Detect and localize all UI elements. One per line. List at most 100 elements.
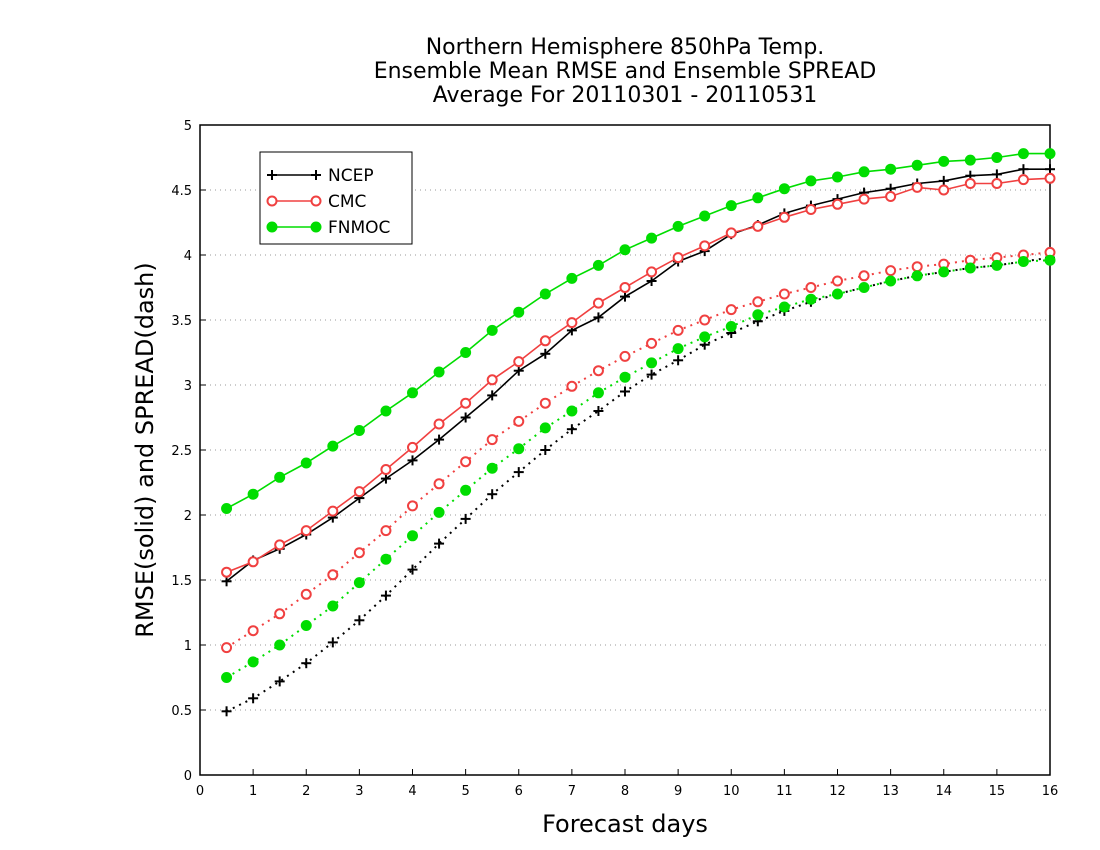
x-tick-label: 8 bbox=[621, 784, 629, 799]
data-point bbox=[620, 386, 630, 397]
data-point bbox=[991, 152, 1003, 163]
data-point bbox=[1044, 148, 1056, 160]
data-point bbox=[592, 297, 604, 309]
data-point bbox=[221, 706, 232, 717]
legend-label-cmc: CMC bbox=[328, 192, 366, 212]
x-tick-label: 11 bbox=[776, 784, 793, 799]
data-point bbox=[619, 244, 631, 256]
data-point bbox=[1017, 256, 1029, 267]
data-point bbox=[460, 484, 472, 496]
data-point bbox=[725, 200, 737, 212]
x-tick-label: 1 bbox=[249, 784, 257, 799]
x-tick-label: 14 bbox=[935, 784, 952, 799]
data-point bbox=[460, 347, 472, 358]
data-point bbox=[832, 198, 843, 210]
data-point bbox=[858, 193, 870, 205]
data-point bbox=[778, 211, 790, 223]
data-point bbox=[699, 331, 711, 343]
data-point bbox=[911, 159, 923, 171]
data-point bbox=[566, 405, 578, 417]
data-point bbox=[353, 425, 365, 436]
x-tick-label: 7 bbox=[568, 784, 576, 799]
legend-marker bbox=[266, 221, 278, 233]
data-point bbox=[566, 424, 577, 435]
title-line-1: Northern Hemisphere 850hPa Temp. bbox=[425, 35, 825, 60]
data-point bbox=[938, 155, 950, 167]
data-point bbox=[964, 178, 976, 189]
y-tick-label: 3.5 bbox=[171, 314, 192, 329]
data-point bbox=[407, 530, 418, 542]
data-point bbox=[646, 337, 658, 349]
y-tick-label: 3 bbox=[184, 379, 192, 394]
data-point bbox=[433, 506, 445, 518]
data-point bbox=[778, 183, 790, 195]
series-line-cmc-spread bbox=[226, 251, 1051, 649]
data-point bbox=[486, 324, 498, 336]
x-tick-label: 16 bbox=[1042, 784, 1059, 799]
data-point bbox=[1018, 164, 1029, 175]
data-point bbox=[513, 467, 524, 478]
data-point bbox=[274, 639, 286, 651]
data-point bbox=[832, 275, 843, 287]
data-point bbox=[911, 270, 923, 282]
data-point bbox=[274, 676, 285, 687]
data-point bbox=[247, 656, 259, 668]
data-point bbox=[434, 538, 445, 549]
data-point bbox=[221, 642, 233, 654]
data-point bbox=[513, 306, 525, 318]
series-line-fnmoc-spread bbox=[226, 259, 1051, 679]
data-point bbox=[592, 365, 604, 377]
data-point bbox=[486, 434, 498, 446]
data-point bbox=[487, 390, 498, 401]
data-point bbox=[911, 181, 923, 193]
series-line-ncep-spread bbox=[226, 256, 1051, 713]
data-point bbox=[964, 154, 976, 166]
data-point bbox=[858, 270, 870, 282]
data-point bbox=[725, 321, 737, 332]
x-tick-label: 15 bbox=[989, 784, 1006, 799]
x-tick-label: 4 bbox=[408, 784, 416, 799]
x-tick-label: 0 bbox=[196, 784, 204, 799]
data-point bbox=[964, 262, 976, 274]
data-point bbox=[725, 227, 737, 239]
data-point bbox=[327, 569, 339, 581]
data-point bbox=[380, 590, 391, 601]
data-point bbox=[673, 355, 684, 366]
legend-label-fnmoc: FNMOC bbox=[328, 218, 390, 238]
y-tick-label: 4 bbox=[184, 249, 192, 264]
data-point bbox=[539, 422, 551, 434]
y-tick-label: 0 bbox=[184, 769, 192, 784]
data-point bbox=[247, 488, 259, 500]
data-point bbox=[407, 387, 418, 399]
data-point bbox=[513, 415, 525, 427]
data-point bbox=[274, 471, 286, 483]
data-point bbox=[300, 525, 312, 537]
data-point bbox=[672, 220, 684, 232]
data-point bbox=[805, 282, 817, 293]
y-tick-label: 4.5 bbox=[171, 184, 192, 199]
data-point bbox=[699, 240, 711, 252]
data-point bbox=[274, 539, 286, 551]
data-point bbox=[566, 272, 578, 284]
data-point bbox=[885, 275, 897, 287]
data-point bbox=[247, 556, 259, 568]
data-point bbox=[1044, 254, 1056, 266]
data-point bbox=[300, 588, 312, 600]
data-point bbox=[540, 348, 551, 359]
data-point bbox=[593, 312, 604, 323]
data-point bbox=[885, 191, 897, 202]
data-point bbox=[248, 693, 259, 704]
data-point bbox=[725, 304, 737, 316]
data-point bbox=[885, 265, 897, 277]
data-point bbox=[699, 314, 711, 326]
data-point bbox=[885, 163, 897, 175]
data-point bbox=[619, 282, 631, 293]
data-point bbox=[1017, 174, 1029, 186]
y-tick-label: 2.5 bbox=[171, 444, 192, 459]
series-cmc-spread bbox=[221, 246, 1056, 654]
data-point bbox=[221, 503, 233, 514]
data-point bbox=[353, 547, 365, 559]
data-point bbox=[327, 600, 339, 612]
x-axis-label: Forecast days bbox=[542, 810, 708, 838]
